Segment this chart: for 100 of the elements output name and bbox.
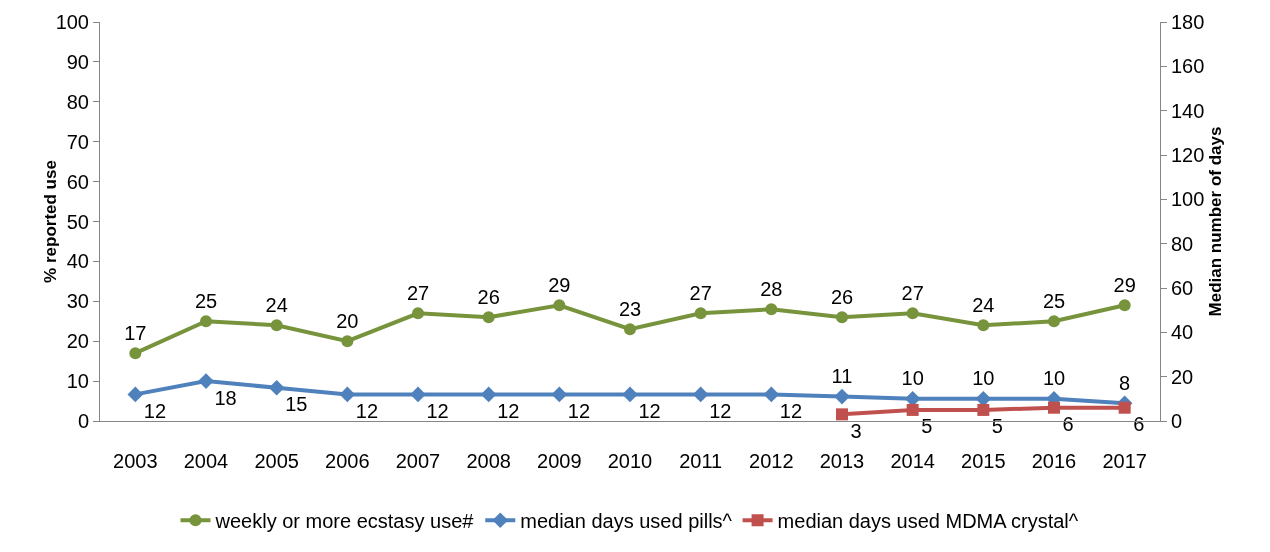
y-tick-label: 60 [66, 170, 89, 193]
point [765, 303, 778, 316]
point [553, 299, 566, 312]
legend-label: median days used MDMA crystal^ [777, 510, 1079, 533]
data-label: 18 [214, 386, 237, 409]
point [906, 403, 919, 416]
x-tick-label: 2009 [537, 450, 582, 472]
point [480, 386, 497, 403]
y-tick-label: 70 [66, 130, 89, 153]
point [410, 386, 426, 403]
point [622, 386, 638, 403]
x-tick-label: 2003 [113, 450, 158, 472]
data-label: 26 [477, 285, 500, 308]
x-tick-label: 2008 [466, 450, 511, 472]
data-label: 24 [265, 293, 288, 316]
data-label: 12 [497, 399, 520, 422]
data-label: 5 [921, 415, 933, 438]
legend-label: median days used pills^ [520, 510, 733, 533]
point [551, 386, 568, 403]
y-tick-label: 100 [55, 11, 89, 33]
point [200, 315, 212, 328]
point [763, 386, 780, 403]
data-label: 17 [124, 321, 147, 344]
data-label: 11 [831, 365, 853, 388]
y-tick-label: 0 [77, 410, 89, 432]
data-label: 3 [850, 419, 862, 442]
point [268, 379, 285, 396]
y2-tick-label: 0 [1171, 410, 1183, 432]
point [339, 386, 356, 403]
y2-tick-label: 180 [1171, 11, 1205, 33]
data-label: 25 [194, 289, 218, 312]
data-label: 12 [709, 399, 732, 422]
point [977, 319, 990, 332]
point [692, 386, 709, 403]
data-label: 20 [336, 309, 359, 332]
y-tick-label: 50 [66, 210, 89, 233]
y2-tick-label: 100 [1171, 188, 1205, 211]
point [198, 373, 214, 389]
x-tick-label: 2007 [395, 450, 441, 472]
y-tick-label: 30 [66, 290, 89, 313]
data-label: 27 [689, 281, 712, 304]
y2-axis-title: Median number of days [1206, 126, 1226, 317]
y2-tick-label: 20 [1171, 365, 1194, 388]
point [836, 408, 848, 421]
point [270, 319, 283, 332]
data-label: 23 [618, 297, 642, 320]
point [977, 403, 990, 416]
data-label: 5 [991, 415, 1003, 438]
y2-tick-label: 160 [1171, 55, 1205, 78]
data-label: 12 [638, 399, 661, 422]
point [1118, 401, 1131, 414]
x-tick-label: 2006 [325, 450, 370, 472]
data-label: 10 [901, 367, 924, 390]
x-tick-label: 2010 [607, 450, 653, 472]
data-label: 12 [143, 399, 167, 422]
data-label: 26 [830, 285, 854, 308]
point [127, 386, 144, 403]
y2-tick-label: 140 [1171, 99, 1205, 122]
y2-tick-label: 120 [1171, 144, 1205, 166]
data-label: 6 [1062, 413, 1074, 436]
y-tick-label: 40 [66, 250, 89, 273]
y-axis-title: % reported use [41, 160, 60, 283]
data-label: 25 [1042, 289, 1066, 312]
y-tick-label: 90 [66, 50, 89, 73]
data-label: 28 [760, 277, 783, 300]
legend-label: weekly or more ecstasy use# [214, 510, 475, 533]
x-tick-label: 2012 [749, 450, 794, 472]
point [341, 335, 354, 348]
data-label: 15 [285, 393, 308, 416]
x-tick-label: 2013 [819, 450, 865, 472]
y-tick-label: 20 [66, 330, 89, 353]
data-label: 12 [567, 399, 591, 422]
point [906, 307, 919, 320]
point [412, 307, 424, 320]
data-label: 12 [355, 399, 379, 422]
data-label: 27 [901, 281, 924, 304]
data-label: 12 [779, 399, 803, 422]
point [129, 347, 142, 360]
point [694, 307, 707, 320]
x-tick-label: 2005 [254, 450, 299, 472]
point [834, 388, 850, 405]
data-label: 10 [1042, 367, 1066, 390]
x-tick-label: 2014 [890, 450, 935, 472]
x-tick-label: 2015 [961, 450, 1006, 472]
point [1118, 299, 1131, 312]
y2-tick-label: 60 [1171, 277, 1194, 299]
data-label: 6 [1133, 413, 1145, 436]
y2-tick-label: 40 [1171, 321, 1194, 344]
data-label: 24 [972, 293, 995, 316]
data-label: 8 [1119, 371, 1131, 394]
data-label: 12 [426, 399, 449, 422]
x-tick-label: 2011 [679, 450, 723, 472]
point [624, 323, 636, 336]
x-tick-label: 2004 [183, 450, 229, 472]
y-tick-label: 10 [66, 370, 89, 393]
data-label: 10 [972, 367, 995, 390]
point [1048, 315, 1060, 328]
y2-tick-label: 80 [1171, 232, 1194, 255]
point [1048, 401, 1060, 414]
data-label: 29 [1113, 273, 1136, 296]
